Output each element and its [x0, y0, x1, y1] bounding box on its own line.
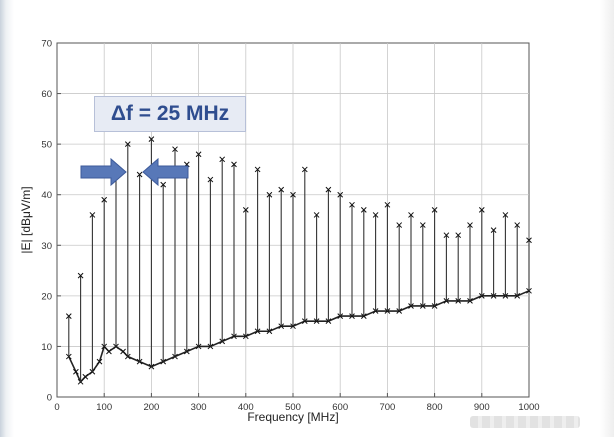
harmonic-peak-marker — [254, 166, 261, 173]
harmonic-peak-marker — [526, 237, 532, 244]
harmonic-peak-marker — [278, 186, 285, 193]
noise-floor-point — [195, 343, 202, 350]
harmonic-peak-marker — [89, 212, 96, 218]
harmonic-peak-marker — [195, 151, 202, 158]
harmonic-peaks — [65, 136, 532, 382]
x-tick-label: 900 — [474, 402, 490, 413]
harmonic-peak-marker — [419, 222, 426, 228]
noise-floor-point — [360, 313, 367, 319]
x-tick-label: 500 — [285, 402, 301, 413]
harmonic-peak-marker — [65, 313, 72, 319]
harmonic-peak-marker — [301, 166, 308, 173]
harmonic-peak-marker — [124, 141, 131, 147]
harmonic-peak-marker — [290, 191, 296, 198]
delta-f-annotation: Δf = 25 MHz — [94, 96, 246, 132]
harmonic-peak-marker — [467, 222, 473, 228]
harmonic-peak-marker — [514, 222, 521, 228]
harmonic-peak-marker — [266, 191, 273, 198]
harmonic-peak-marker — [360, 207, 367, 213]
noise-floor-point — [96, 358, 103, 365]
harmonic-peak-marker — [172, 146, 178, 153]
watermark-blur — [470, 416, 580, 428]
x-tick-label: 200 — [143, 402, 159, 413]
noise-floor-point — [77, 378, 84, 385]
harmonic-peak-marker — [231, 161, 237, 168]
noise-floor-point — [384, 308, 391, 314]
noise-floor-point — [101, 343, 108, 350]
noise-floor-point — [207, 343, 214, 350]
harmonic-peak-marker — [219, 156, 226, 163]
harmonic-peak-marker — [313, 212, 320, 218]
harmonic-peak-marker — [242, 207, 249, 213]
harmonic-peak-marker — [136, 171, 143, 178]
y-tick-label: 20 — [41, 291, 52, 302]
noise-floor-point — [113, 343, 119, 350]
harmonic-peak-marker — [490, 227, 497, 233]
y-axis-label: |E| [dBμV/m] — [19, 186, 33, 253]
x-tick-label: 300 — [191, 402, 207, 413]
noise-floor-point — [120, 348, 126, 355]
noise-floor-point — [124, 353, 131, 360]
x-tick-label: 700 — [379, 402, 395, 413]
harmonic-peak-marker — [478, 207, 485, 213]
y-tick-label: 70 — [41, 39, 52, 50]
x-tick-label: 1000 — [518, 402, 539, 413]
noise-floor-point — [301, 318, 308, 324]
noise-floor-point — [65, 353, 72, 360]
axis-ticks: 0 100 200 300 400 500 600 700 800 900 1000 0 10 20 30 4… — [41, 39, 539, 414]
y-tick-label: 60 — [41, 89, 52, 100]
harmonic-peak-marker — [443, 232, 450, 239]
noise-floor-point — [73, 368, 79, 375]
noise-floor-point — [313, 318, 320, 324]
noise-floor-point — [396, 308, 403, 314]
harmonic-peak-marker — [396, 222, 403, 228]
harmonic-peak-marker — [384, 201, 391, 208]
y-tick-label: 40 — [41, 190, 52, 201]
x-tick-label: 600 — [332, 402, 348, 413]
noise-floor-point — [372, 308, 379, 314]
noise-floor-point — [82, 373, 89, 380]
x-tick-label: 0 — [54, 402, 59, 413]
harmonic-peak-marker — [77, 272, 84, 279]
harmonic-peak-marker — [502, 212, 509, 218]
noise-floor-point — [337, 313, 344, 319]
y-tick-label: 10 — [41, 342, 52, 353]
harmonic-peak-marker — [337, 191, 344, 198]
harmonic-peak-marker — [101, 196, 108, 203]
harmonic-peak-marker — [408, 212, 414, 218]
noise-floor-point — [349, 313, 355, 319]
right-arrow-icon — [80, 157, 127, 187]
harmonic-peak-marker — [455, 232, 462, 239]
y-tick-label: 50 — [41, 140, 52, 151]
harmonic-peak-marker — [372, 212, 379, 218]
noise-floor-point — [325, 318, 332, 324]
x-tick-label: 400 — [238, 402, 254, 413]
harmonic-peak-marker — [325, 186, 332, 193]
noise-floor-point — [172, 353, 178, 360]
harmonic-peak-marker — [431, 207, 438, 213]
harmonic-peak-marker — [148, 136, 155, 142]
noise-floor-point — [106, 348, 112, 355]
harmonic-peak-marker — [349, 201, 355, 208]
harmonic-peak-marker — [160, 181, 167, 188]
noise-floor-point — [183, 348, 190, 355]
harmonic-peak-marker — [207, 176, 214, 183]
x-axis-label: Frequency [MHz] — [247, 410, 338, 424]
x-tick-label: 100 — [96, 402, 112, 413]
y-tick-label: 0 — [47, 393, 52, 404]
y-tick-label: 30 — [41, 241, 52, 252]
annotation-arrows — [80, 157, 189, 187]
left-arrow-icon — [142, 157, 189, 187]
x-tick-label: 800 — [427, 402, 443, 413]
